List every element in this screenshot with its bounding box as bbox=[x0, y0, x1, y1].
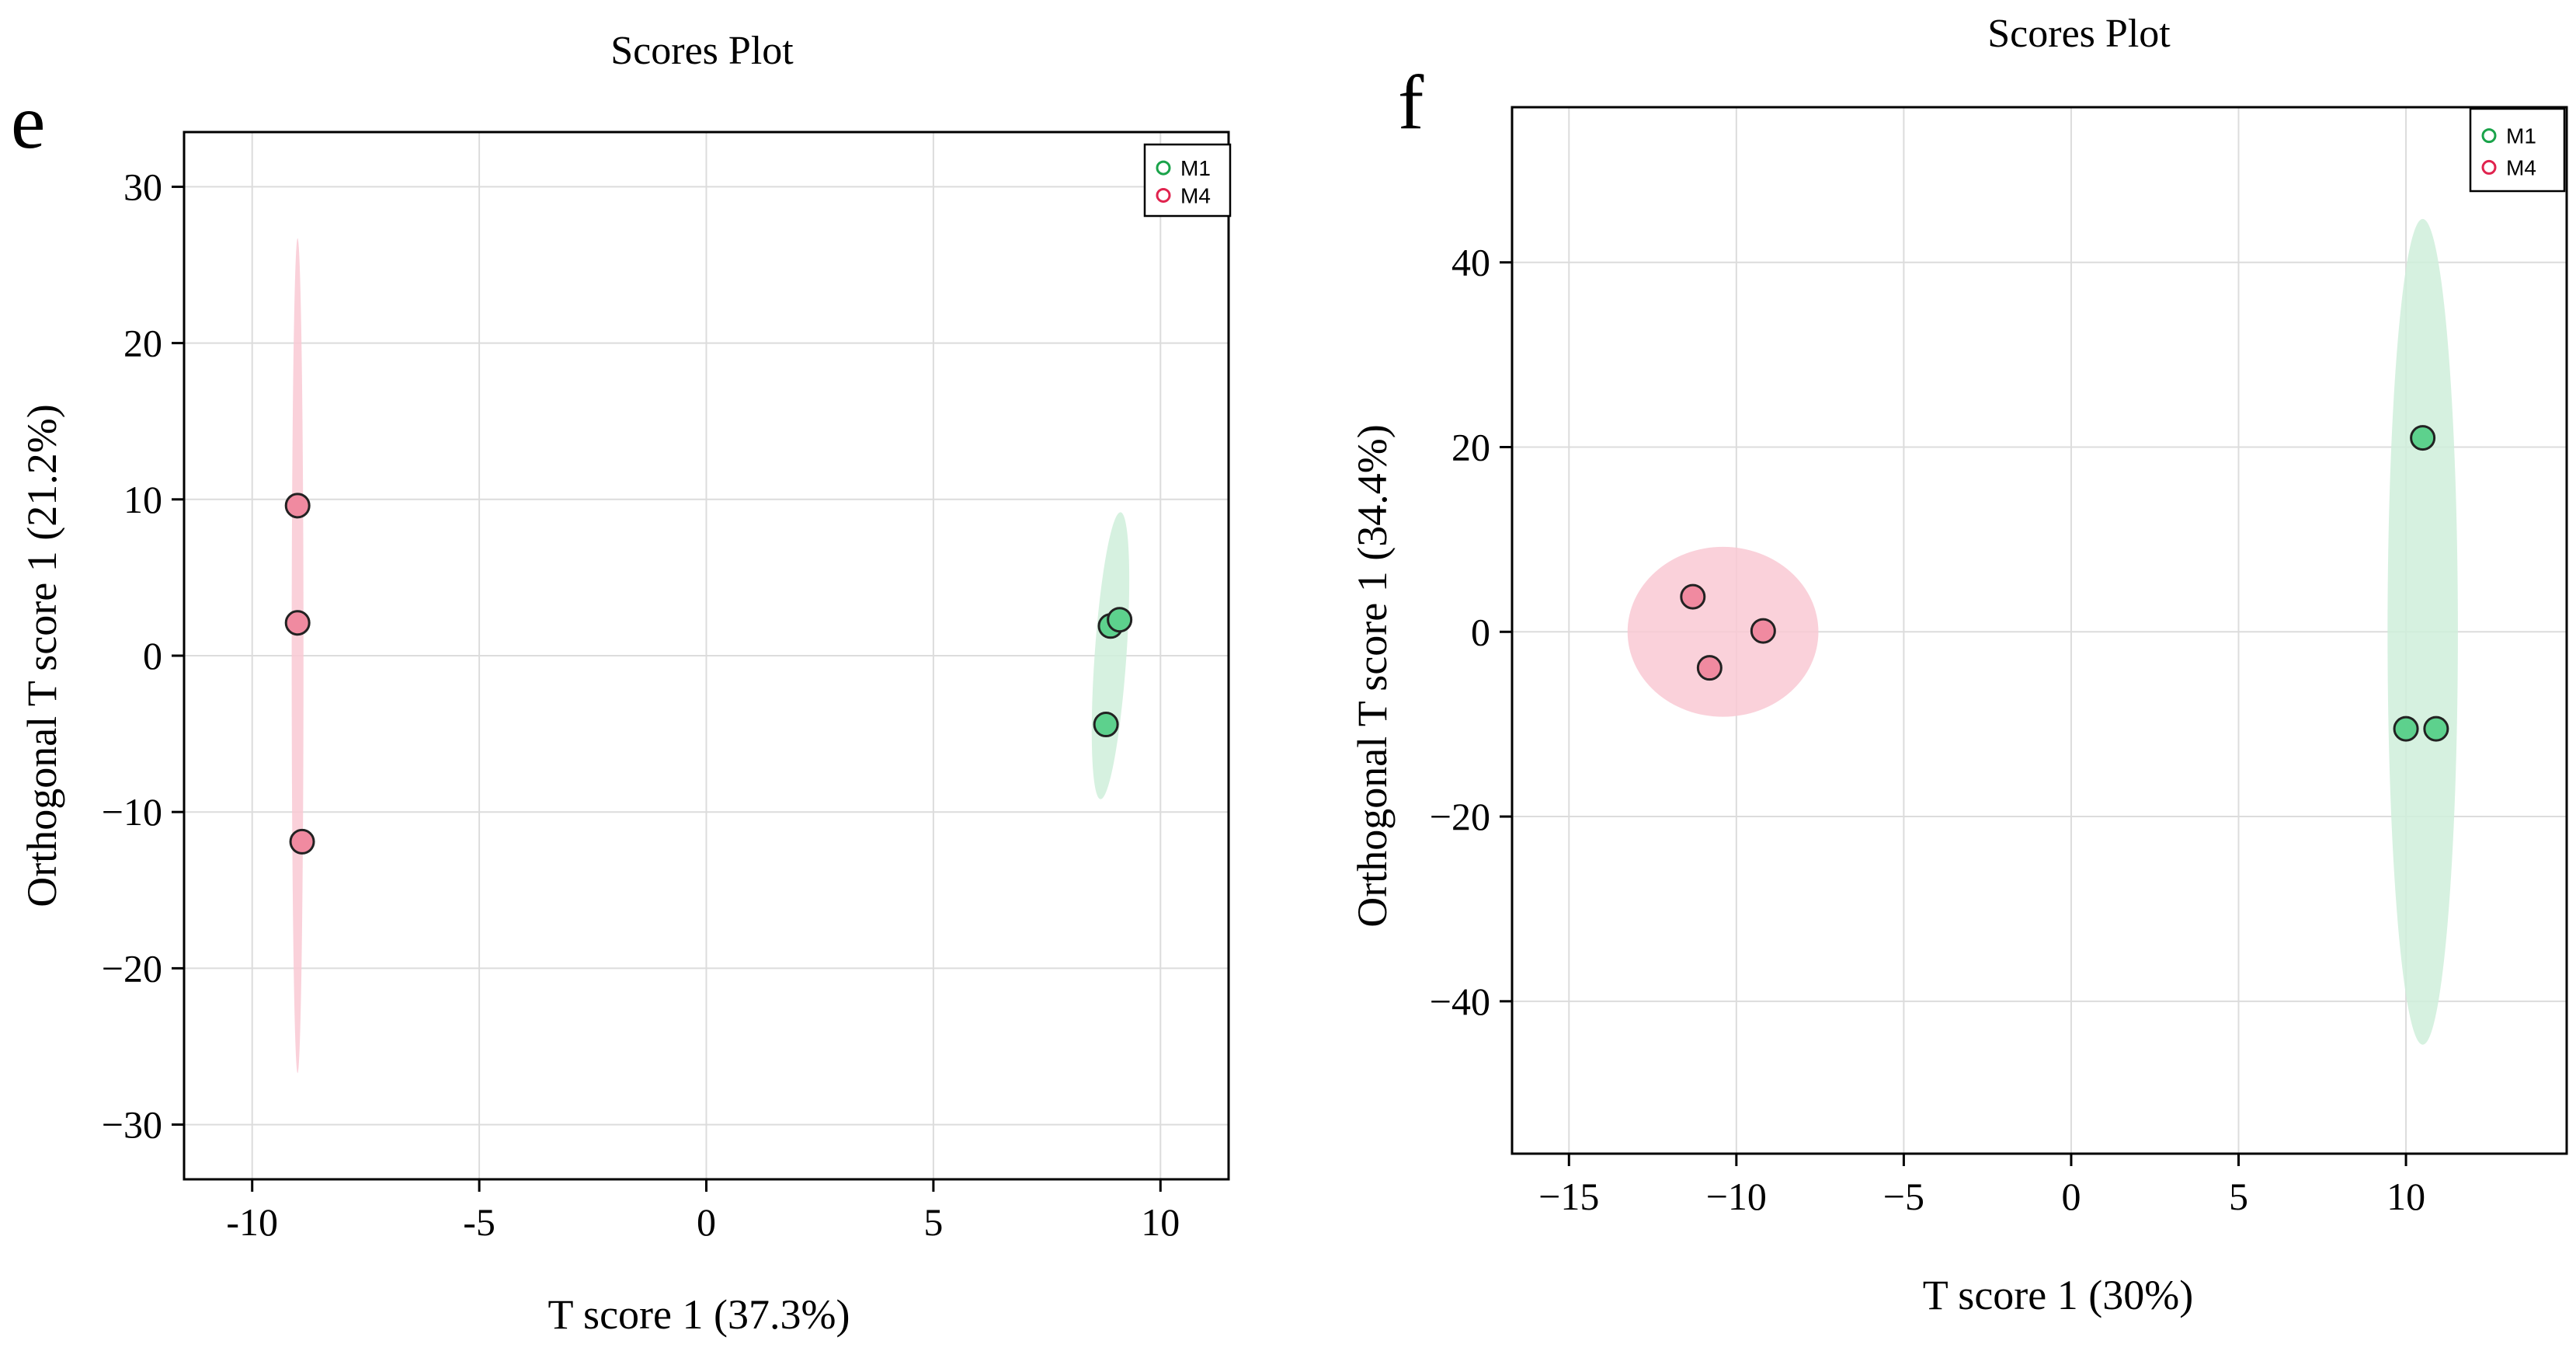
data-point-m4 bbox=[1680, 583, 1706, 610]
x-tick-label: 10 bbox=[2387, 1175, 2425, 1218]
x-axis-label: T score 1 (37.3%) bbox=[548, 1291, 850, 1338]
x-tick-label: -5 bbox=[463, 1200, 495, 1244]
legend-marker-m4 bbox=[2481, 159, 2497, 175]
confidence-ellipse-m4 bbox=[1627, 546, 1819, 717]
panel-e: -10 -5 0 5 10 30 20 10 0 −10 −20 −30 Scores Plot T sc… bbox=[11, 29, 1232, 1338]
x-tick-label: 0 bbox=[697, 1200, 716, 1244]
data-point-m1 bbox=[1093, 712, 1119, 738]
data-point-m4 bbox=[289, 828, 315, 855]
x-tick-label: 5 bbox=[2229, 1175, 2248, 1218]
y-tick-label: −30 bbox=[102, 1103, 162, 1147]
y-tick-label: 10 bbox=[123, 478, 162, 521]
data-point-m4 bbox=[1750, 618, 1776, 644]
y-tick-label: 30 bbox=[123, 165, 162, 208]
x-tick-label: −5 bbox=[1883, 1175, 1924, 1218]
x-axis-label: T score 1 (30%) bbox=[1923, 1272, 2193, 1318]
legend-marker-m1 bbox=[1156, 160, 1171, 176]
panel-label: e bbox=[11, 78, 45, 165]
y-tick-label: −40 bbox=[1430, 980, 1490, 1023]
x-tick-label: 0 bbox=[2061, 1175, 2081, 1218]
chart-title: Scores Plot bbox=[610, 29, 794, 73]
y-tick-label: 40 bbox=[1451, 241, 1490, 284]
x-tick-label: −10 bbox=[1706, 1175, 1767, 1218]
y-tick-label: 0 bbox=[1471, 610, 1490, 653]
legend-box bbox=[2469, 107, 2566, 193]
data-point-m1 bbox=[2423, 716, 2449, 742]
x-tick-label: 10 bbox=[1141, 1200, 1180, 1244]
plot-frame bbox=[1510, 106, 2568, 1155]
y-axis-label: Orthogonal T score 1 (21.2%) bbox=[19, 404, 65, 907]
y-axis-label: Orthogonal T score 1 (34.4%) bbox=[1349, 424, 1396, 927]
panel-f: −15 −10 −5 0 5 10 40 20 0 −20 −40 Scores Plot T scor… bbox=[1349, 12, 2568, 1318]
legend-label-m4: M4 bbox=[1180, 183, 1211, 207]
data-point-m1 bbox=[2393, 716, 2419, 742]
data-point-m4 bbox=[284, 493, 311, 519]
legend-marker-m1 bbox=[2481, 128, 2497, 144]
legend-label-m1: M1 bbox=[1180, 156, 1211, 180]
legend-label-m4: M4 bbox=[2506, 155, 2536, 179]
y-tick-label: 0 bbox=[143, 634, 162, 677]
y-tick-label: 20 bbox=[123, 322, 162, 365]
chart-title: Scores Plot bbox=[1987, 12, 2171, 56]
confidence-ellipse-m1 bbox=[2387, 218, 2458, 1045]
y-tick-label: −20 bbox=[102, 946, 162, 990]
data-point-m4 bbox=[1696, 655, 1723, 681]
data-point-m4 bbox=[284, 610, 311, 636]
panel-label: f bbox=[1398, 59, 1424, 145]
confidence-ellipse-m4 bbox=[291, 238, 304, 1074]
data-point-m1 bbox=[1107, 607, 1133, 633]
legend-marker-m4 bbox=[1156, 187, 1171, 203]
y-tick-label: 20 bbox=[1451, 426, 1490, 469]
x-tick-label: −15 bbox=[1538, 1175, 1599, 1218]
legend-label-m1: M1 bbox=[2506, 124, 2536, 148]
x-tick-label: 5 bbox=[923, 1200, 943, 1244]
x-tick-label: -10 bbox=[226, 1200, 278, 1244]
y-tick-label: −10 bbox=[102, 790, 162, 834]
legend-box bbox=[1143, 143, 1232, 218]
y-tick-label: −20 bbox=[1430, 795, 1490, 838]
data-point-m1 bbox=[2410, 425, 2436, 451]
